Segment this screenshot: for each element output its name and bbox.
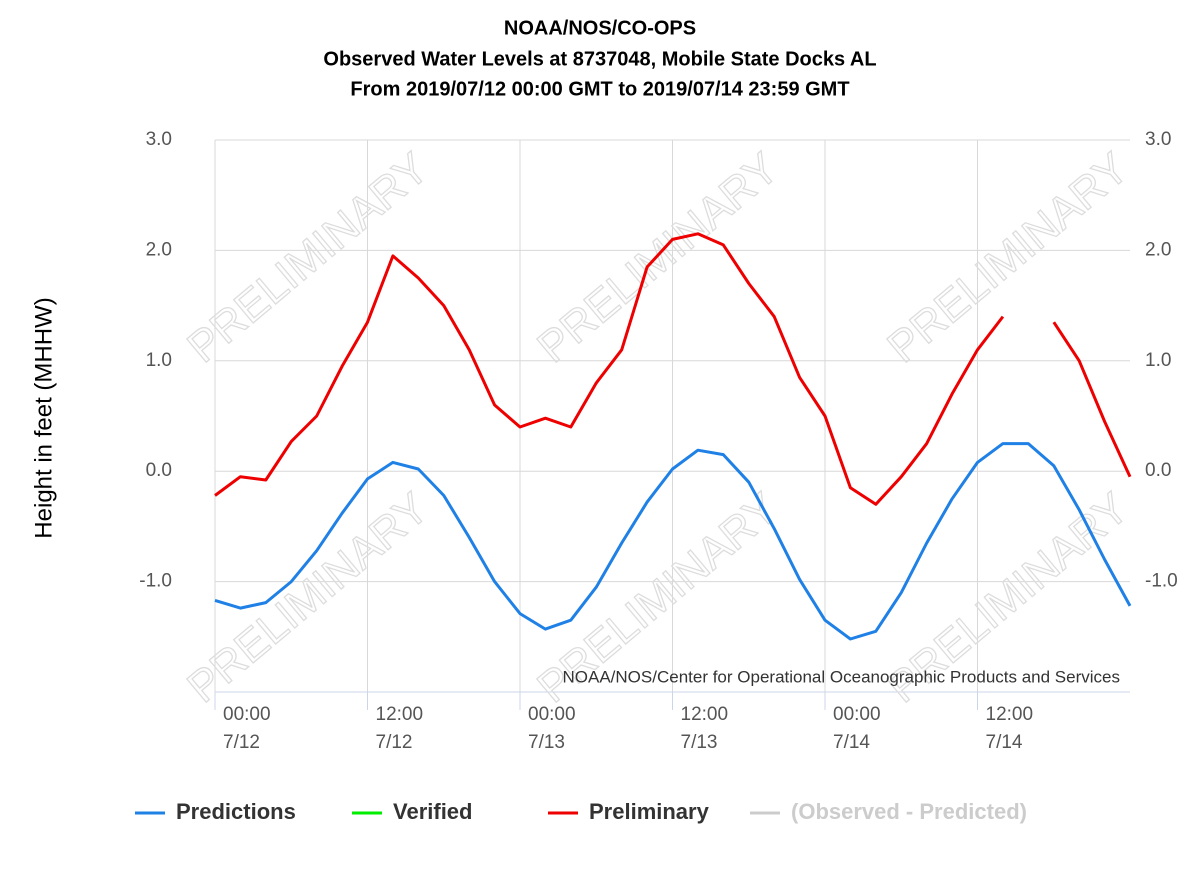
- legend-label: Verified: [393, 799, 472, 824]
- chart-title: NOAA/NOS/CO-OPS: [504, 17, 696, 39]
- x-tick-label: 7/13: [528, 732, 565, 753]
- y-tick-label: 2.0: [1145, 239, 1171, 260]
- y-tick-label: 1.0: [146, 350, 172, 371]
- y-axis-label: Height in feet (MHHW): [30, 297, 57, 538]
- x-tick-label: 00:00: [223, 704, 271, 725]
- x-tick-label: 7/14: [833, 732, 870, 753]
- y-tick-label: 0.0: [146, 460, 172, 481]
- legend-label: Preliminary: [589, 799, 710, 824]
- watermark: PRELIMINARY: [528, 143, 787, 372]
- watermark: PRELIMINARY: [178, 483, 437, 712]
- series-line: [214, 232, 1132, 506]
- x-tick-label: 00:00: [833, 704, 881, 725]
- y-tick-label: -1.0: [1145, 571, 1178, 592]
- x-tick-label: 12:00: [986, 704, 1034, 725]
- chart-title: From 2019/07/12 00:00 GMT to 2019/07/14 …: [350, 78, 849, 100]
- x-tick-label: 7/12: [223, 732, 260, 753]
- y-tick-label: 2.0: [146, 239, 172, 260]
- credit: NOAA/NOS/Center for Operational Oceanogr…: [563, 667, 1121, 686]
- watermark: PRELIMINARY: [878, 143, 1137, 372]
- x-tick-label: 12:00: [681, 704, 729, 725]
- watermark: PRELIMINARY: [178, 143, 437, 372]
- y-tick-label: 3.0: [1145, 129, 1171, 150]
- x-tick-label: 7/12: [376, 732, 413, 753]
- y-tick-label: 1.0: [1145, 350, 1171, 371]
- x-tick-label: 7/14: [986, 732, 1023, 753]
- legend-label: Predictions: [176, 799, 296, 824]
- chart-title: Observed Water Levels at 8737048, Mobile…: [323, 48, 876, 70]
- series-line: [214, 442, 1132, 641]
- x-tick-label: 12:00: [376, 704, 424, 725]
- x-tick-label: 7/13: [681, 732, 718, 753]
- y-tick-label: 3.0: [146, 129, 172, 150]
- y-tick-label: -1.0: [139, 571, 172, 592]
- y-tick-label: 0.0: [1145, 460, 1171, 481]
- x-tick-label: 00:00: [528, 704, 576, 725]
- legend-label: (Observed - Predicted): [791, 799, 1027, 824]
